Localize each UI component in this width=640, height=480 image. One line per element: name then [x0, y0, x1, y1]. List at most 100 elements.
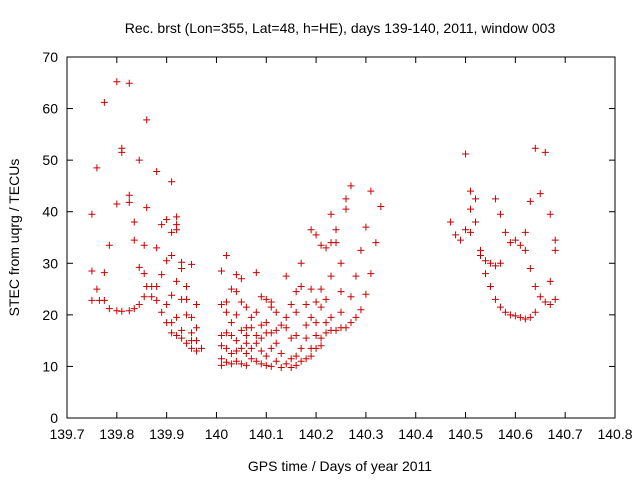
data-point: [516, 313, 524, 321]
data-point: [347, 182, 355, 190]
data-point: [472, 218, 480, 226]
data-point: [297, 357, 305, 365]
data-point: [357, 246, 365, 254]
data-point: [491, 262, 499, 270]
data-point: [188, 313, 196, 321]
data-point: [367, 187, 375, 195]
data-point: [481, 270, 489, 278]
data-point: [173, 226, 181, 234]
data-point: [491, 295, 499, 303]
data-point: [452, 231, 460, 239]
data-point: [188, 260, 196, 268]
x-tick-label: 140.8: [597, 426, 632, 442]
data-point: [302, 355, 310, 363]
data-point: [312, 331, 320, 339]
data-point: [521, 228, 529, 236]
data-point: [362, 290, 370, 298]
data-point: [168, 329, 176, 337]
data-point: [135, 156, 143, 164]
data-point: [88, 296, 96, 304]
data-point: [342, 195, 350, 203]
x-tick-label: 140.6: [498, 426, 533, 442]
data-point: [367, 270, 375, 278]
data-point: [217, 301, 225, 309]
data-point: [252, 269, 260, 277]
data-point: [546, 301, 554, 309]
data-point: [277, 321, 285, 329]
data-point: [277, 363, 285, 371]
data-point: [317, 342, 325, 350]
data-point: [222, 298, 230, 306]
data-point: [188, 329, 196, 337]
data-point: [183, 339, 191, 347]
data-point: [93, 164, 101, 172]
data-point: [472, 195, 480, 203]
data-point: [88, 267, 96, 275]
data-point: [217, 361, 225, 369]
data-point: [178, 326, 186, 334]
data-point: [447, 218, 455, 226]
data-point: [173, 331, 181, 339]
data-point: [257, 347, 265, 355]
data-point: [217, 267, 225, 275]
x-tick-label: 140.3: [348, 426, 383, 442]
y-tick-label: 50: [42, 152, 58, 168]
data-point: [292, 331, 300, 339]
data-point: [462, 226, 470, 234]
data-points: [88, 78, 559, 371]
x-tick-label: 140.4: [398, 426, 433, 442]
data-point: [312, 298, 320, 306]
data-point: [252, 331, 260, 339]
plot-area-frame: [66, 56, 616, 419]
data-point: [282, 324, 290, 332]
data-point: [302, 334, 310, 342]
data-point: [526, 313, 534, 321]
y-tick-label: 0: [50, 410, 58, 426]
data-point: [327, 313, 335, 321]
data-point: [88, 210, 96, 218]
data-point: [125, 79, 133, 87]
data-point: [237, 298, 245, 306]
data-point: [168, 319, 176, 327]
data-point: [287, 363, 295, 371]
data-point: [135, 301, 143, 309]
y-tick-label: 20: [42, 307, 58, 323]
data-point: [198, 344, 206, 352]
data-point: [536, 293, 544, 301]
data-point: [317, 241, 325, 249]
data-point: [183, 311, 191, 319]
data-point: [113, 307, 121, 315]
data-point: [237, 360, 245, 368]
data-point: [332, 326, 340, 334]
data-point: [467, 205, 475, 213]
data-point: [267, 362, 275, 370]
data-point: [153, 296, 161, 304]
data-point: [337, 259, 345, 267]
x-tick-label: 140.1: [249, 426, 284, 442]
data-point: [148, 293, 156, 301]
data-point: [105, 241, 113, 249]
data-point: [193, 324, 201, 332]
x-tick-label: 139.9: [149, 426, 184, 442]
data-point: [327, 272, 335, 280]
data-point: [252, 308, 260, 316]
data-point: [337, 288, 345, 296]
data-point: [322, 329, 330, 337]
data-point: [531, 144, 539, 152]
data-point: [193, 337, 201, 345]
data-point: [352, 272, 360, 280]
data-point: [227, 331, 235, 339]
y-tick-label: 60: [42, 101, 58, 117]
data-point: [140, 241, 148, 249]
y-axis-label: STEC from uqrg / TECUs: [6, 159, 22, 317]
data-point: [516, 241, 524, 249]
data-point: [242, 303, 250, 311]
data-point: [105, 305, 113, 313]
data-point: [100, 269, 108, 277]
data-point: [337, 308, 345, 316]
data-point: [262, 295, 270, 303]
data-point: [302, 321, 310, 329]
chart-title: Rec. brst (Lon=355, Lat=48, h=HE), days …: [125, 20, 556, 36]
data-point: [272, 308, 280, 316]
